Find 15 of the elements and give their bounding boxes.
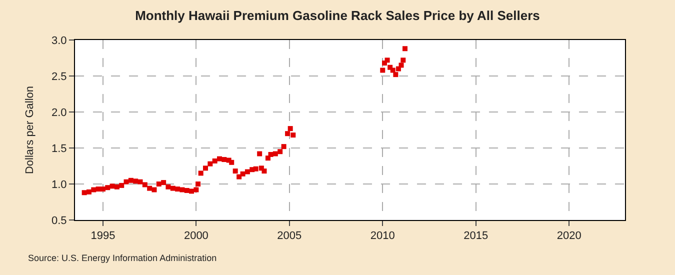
y-tick-label: 3.0 bbox=[52, 34, 67, 47]
x-tick-label: 1995 bbox=[90, 230, 116, 242]
y-tick-label: 2.0 bbox=[52, 106, 67, 119]
x-tick-label: 2005 bbox=[277, 230, 302, 242]
chart-title: Monthly Hawaii Premium Gasoline Rack Sales Price by All Sellers bbox=[135, 8, 540, 24]
y-tick-label: 0.5 bbox=[52, 214, 67, 227]
source-note: Source: U.S. Energy Information Administration bbox=[28, 253, 217, 263]
x-tick-label: 2000 bbox=[184, 230, 208, 242]
y-tick-label: 1.5 bbox=[52, 142, 67, 155]
x-tick-label: 2015 bbox=[464, 230, 488, 242]
y-tick-label: 1.0 bbox=[52, 178, 67, 191]
y-tick-label: 2.5 bbox=[52, 70, 67, 83]
y-axis-title: Dollars per Gallon bbox=[24, 86, 36, 174]
x-tick-label: 2010 bbox=[370, 230, 395, 242]
x-tick-label: 2020 bbox=[556, 230, 582, 242]
